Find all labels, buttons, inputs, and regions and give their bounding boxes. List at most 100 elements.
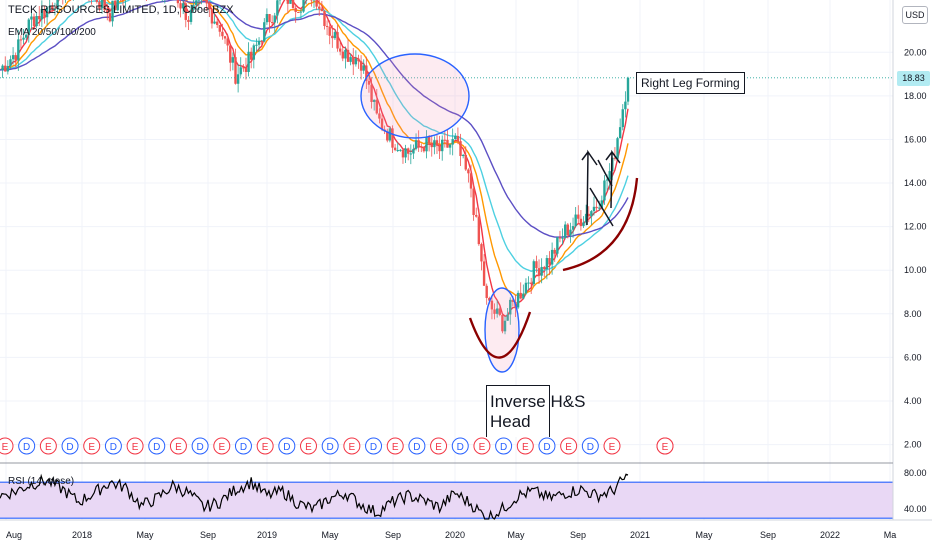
candle-body — [588, 214, 590, 216]
candle-body — [329, 27, 331, 36]
event-marker-label: D — [23, 442, 30, 453]
candle-body — [527, 283, 529, 284]
candle-body — [9, 59, 11, 66]
candle-body — [355, 59, 357, 65]
candle-body — [219, 25, 221, 32]
candle-body — [177, 0, 179, 3]
candle-body — [554, 250, 556, 254]
last-price-tag: 18.83 — [897, 71, 930, 86]
candle-body — [357, 59, 359, 62]
candle-body — [336, 32, 338, 48]
candle-body — [297, 12, 299, 13]
candle-body — [535, 261, 537, 268]
candle-body — [438, 146, 440, 151]
y-tick-label: 6.00 — [904, 352, 922, 362]
event-marker-label: D — [500, 442, 507, 453]
candle-body — [459, 141, 461, 156]
y-tick-label: 12.00 — [904, 222, 927, 232]
right-leg-annotation: Right Leg Forming — [636, 72, 745, 94]
candle-body — [253, 45, 255, 59]
currency-button[interactable]: USD — [902, 6, 928, 24]
candle-body — [478, 217, 480, 244]
y-tick-label: 8.00 — [904, 309, 922, 319]
x-tick-label: May — [507, 530, 525, 540]
event-marker-label: D — [153, 442, 160, 453]
candle-body — [315, 0, 317, 7]
x-tick-label: Sep — [200, 530, 216, 540]
candle-body — [517, 293, 519, 308]
candle-body — [347, 50, 349, 62]
x-tick-label: 2022 — [820, 530, 840, 540]
candle-body — [271, 22, 273, 23]
x-tick-label: Sep — [385, 530, 401, 540]
x-tick-label: Sep — [570, 530, 586, 540]
candle-body — [237, 74, 239, 83]
candle-body — [363, 65, 365, 70]
candle-body — [608, 171, 610, 179]
candle-body — [226, 38, 228, 45]
candle-body — [598, 208, 600, 209]
candle-body — [20, 39, 22, 40]
candle-body — [15, 55, 17, 60]
event-marker-label: E — [662, 442, 669, 453]
candle-body — [433, 140, 435, 147]
candle-body — [412, 149, 414, 154]
candle-body — [449, 145, 451, 148]
candle-body — [224, 36, 226, 38]
candle-body — [232, 57, 234, 63]
candle-body — [420, 146, 422, 147]
head-circle — [485, 288, 519, 372]
candle-body — [462, 155, 464, 156]
candle-body — [530, 283, 532, 284]
candle-body — [321, 9, 323, 11]
candle-body — [546, 258, 548, 269]
head-annotation-line2: Head — [490, 412, 549, 432]
candle-body — [242, 67, 244, 68]
candle-body — [522, 294, 524, 299]
candle-body — [567, 225, 569, 236]
candle-body — [274, 15, 276, 22]
event-marker-label: D — [457, 442, 464, 453]
candle-body — [603, 180, 605, 200]
candle-body — [35, 16, 37, 26]
rsi-tick-label: 40.00 — [904, 504, 927, 514]
x-tick-label: Sep — [760, 530, 776, 540]
candle-body — [564, 225, 566, 238]
candle-body — [187, 20, 189, 22]
event-marker-label: D — [66, 442, 73, 453]
event-marker-label: D — [413, 442, 420, 453]
candle-body — [431, 143, 433, 147]
x-tick-label: May — [695, 530, 713, 540]
candle-body — [263, 22, 265, 41]
candle-body — [326, 26, 328, 27]
event-marker-label: E — [305, 442, 312, 453]
candle-body — [258, 41, 260, 45]
event-marker-label: E — [45, 442, 52, 453]
candle-body — [627, 78, 629, 102]
candle-body — [260, 41, 262, 42]
event-marker-label: E — [349, 442, 356, 453]
y-tick-label: 16.00 — [904, 134, 927, 144]
y-tick-label: 10.00 — [904, 265, 927, 275]
candle-body — [457, 136, 459, 141]
candle-body — [548, 258, 550, 265]
x-tick-label: 2020 — [445, 530, 465, 540]
x-tick-label: May — [321, 530, 339, 540]
candle-body — [213, 22, 215, 24]
candle-body — [556, 237, 558, 254]
candle-body — [543, 267, 545, 269]
event-marker-label: E — [435, 442, 442, 453]
event-marker-label: E — [88, 442, 95, 453]
candle-body — [234, 57, 236, 84]
indicator-label: EMA 20/50/100/200 — [8, 27, 96, 38]
event-marker-label: E — [175, 442, 182, 453]
candle-body — [394, 148, 396, 150]
event-marker-label: D — [543, 442, 550, 453]
event-marker-label: D — [370, 442, 377, 453]
candle-body — [580, 219, 582, 226]
candle-body — [475, 215, 477, 217]
candle-body — [268, 14, 270, 22]
candle-body — [470, 173, 472, 188]
